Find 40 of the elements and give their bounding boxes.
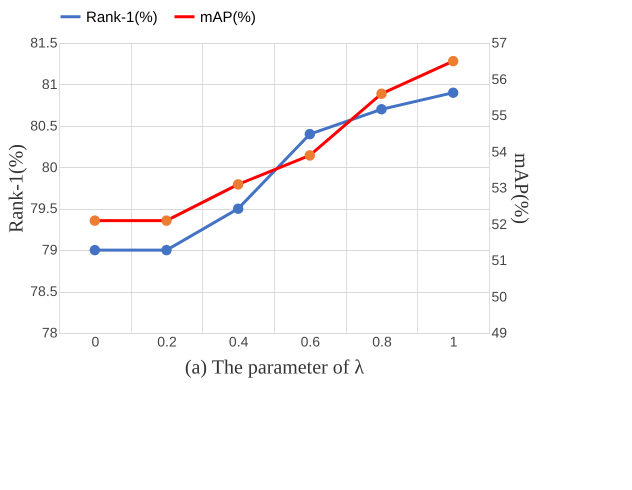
y-axis-title: Rank-1(%)	[5, 144, 28, 233]
x-tick-label: 0	[91, 334, 100, 350]
point	[90, 215, 100, 226]
y2-tick-label: 56	[492, 70, 508, 87]
point	[376, 104, 387, 115]
y-tick-label: 81	[42, 76, 58, 92]
y-tick-label: 81.5	[30, 34, 58, 50]
y2-tick-label: 50	[492, 288, 508, 304]
x-tick-label: 0.8	[372, 334, 392, 350]
y2-tick-label: 57	[492, 34, 508, 50]
y-tick-label: 80.5	[30, 117, 58, 134]
point	[448, 87, 458, 98]
y-tick-label: 78	[42, 324, 58, 340]
x-tick-label: 0.6	[300, 334, 320, 350]
point	[90, 244, 100, 256]
x-tick-label: 0.2	[157, 334, 177, 350]
point	[161, 244, 172, 256]
point	[304, 128, 316, 140]
point	[232, 203, 244, 214]
y2-tick-label: 52	[492, 216, 508, 232]
y2-tick-label: 53	[492, 180, 508, 196]
y2-tick-label: 49	[492, 324, 508, 340]
legend-label: mAP(%)	[200, 8, 256, 26]
point	[304, 150, 316, 161]
x-tick-label: 1	[450, 334, 458, 350]
x-axis-title: (a) The parameter of λ	[184, 356, 364, 378]
point	[448, 56, 458, 66]
y2-tick-label: 51	[492, 252, 508, 268]
x-tick-label: 0.4	[228, 334, 249, 350]
y2-tick-label: 55	[492, 107, 508, 123]
y-tick-label: 79	[42, 242, 58, 258]
y2-axis-title: mAP(%)	[510, 152, 532, 224]
point	[232, 179, 244, 190]
y-tick-label: 78.5	[30, 283, 58, 300]
legend-label: Rank-1(%)	[86, 8, 158, 26]
y2-tick-label: 54	[492, 143, 508, 160]
point	[376, 88, 387, 99]
y-tick-label: 80	[42, 158, 58, 175]
y-tick-label: 79.5	[30, 200, 58, 216]
point	[161, 215, 172, 226]
